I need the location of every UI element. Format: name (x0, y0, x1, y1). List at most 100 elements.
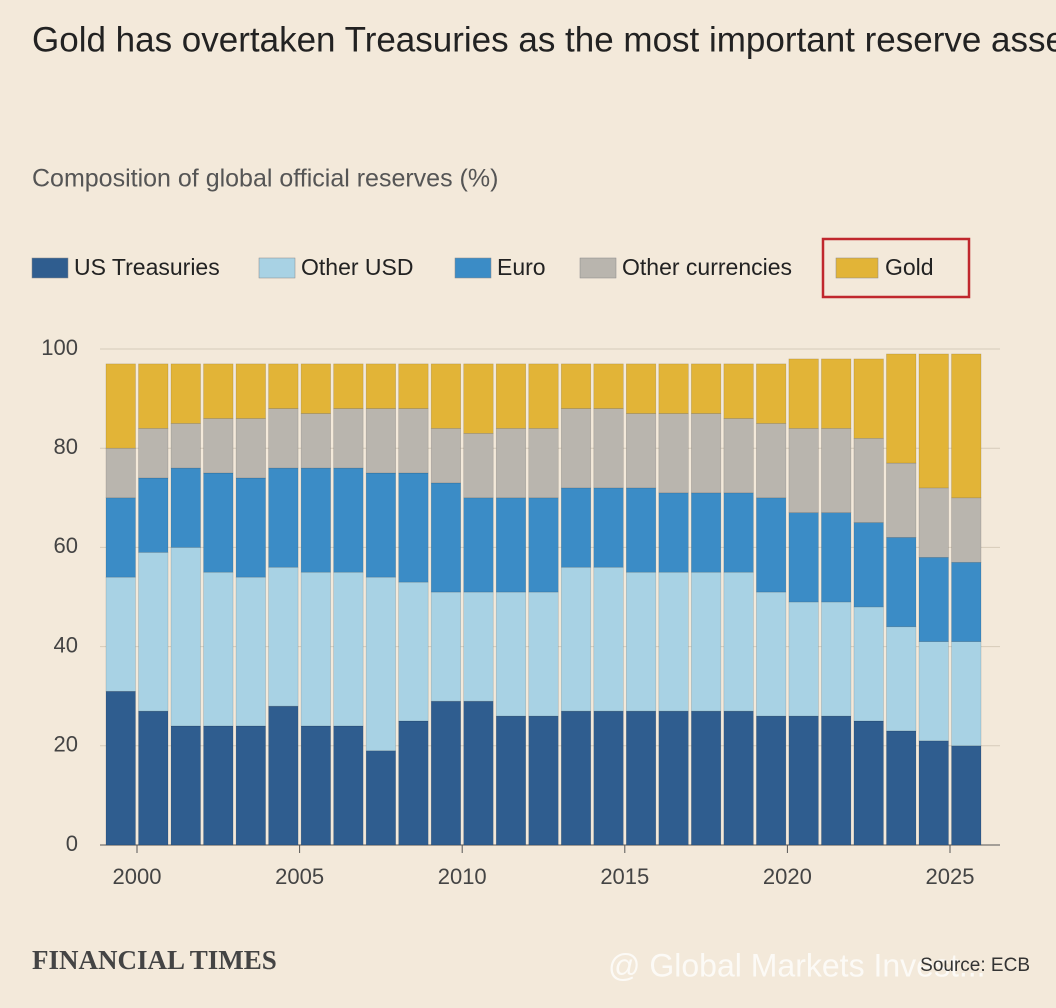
bar-segment (268, 363, 299, 409)
bar-segment (756, 363, 787, 424)
bar-segment (333, 571, 364, 727)
legend-label: Gold (885, 254, 934, 280)
bar-segment (138, 552, 169, 712)
bar-segment (723, 710, 754, 846)
bar-segment (463, 433, 494, 499)
bar-segment (593, 363, 624, 409)
bar-segment (788, 715, 819, 846)
bar-segment (593, 710, 624, 846)
bar-segment (495, 497, 527, 593)
bar-segment (593, 566, 624, 712)
x-tick-label: 2025 (926, 864, 975, 889)
bar-segment (951, 353, 982, 499)
bar-segment (138, 363, 169, 429)
bar-segment (788, 428, 819, 513)
bar-segment (430, 591, 461, 702)
x-tick-label: 2005 (275, 864, 324, 889)
bar-segment (138, 710, 169, 846)
bar-segment (821, 428, 852, 513)
bar-segment (625, 363, 657, 414)
bar-segment (463, 700, 494, 846)
legend-label: Other USD (301, 254, 413, 280)
plot-area: 0 20 40 60 80 100 2000 2005 2010 2015 2020 2025 (41, 335, 1000, 889)
bar-segment (495, 715, 527, 846)
bar-segment (886, 537, 917, 628)
bar-segment (658, 571, 689, 712)
legend-swatch (454, 257, 492, 279)
bar-segment (625, 710, 657, 846)
bar-segment (365, 363, 396, 409)
legend-swatch (258, 257, 296, 279)
bar-segment (723, 571, 754, 712)
bar-segment (268, 705, 299, 846)
bar-segment (756, 591, 787, 717)
bar-segment (951, 641, 982, 747)
bar-segment (951, 561, 982, 642)
bar-segment (528, 428, 559, 499)
bar-segment (268, 408, 299, 469)
bar-segment (625, 487, 657, 573)
bar-segment (560, 363, 592, 409)
y-tick-label: 0 (66, 831, 78, 856)
bar-segment (691, 571, 722, 712)
bar-segment (593, 487, 624, 568)
bar-segment (691, 710, 722, 846)
bar-segment (691, 413, 722, 494)
bar-segment (528, 497, 559, 593)
bar-segment (821, 512, 852, 603)
bar-segment (235, 725, 266, 846)
bar-segment (105, 447, 136, 499)
bar-segment (853, 437, 884, 523)
bar-segment (723, 418, 754, 494)
bar-segment (886, 730, 917, 846)
y-tick-label: 80 (54, 434, 78, 459)
legend-swatch (31, 257, 69, 279)
bar-segment (723, 492, 754, 573)
y-tick-label: 20 (54, 732, 78, 757)
bar-segment (398, 363, 429, 409)
x-tick-label: 2000 (113, 864, 162, 889)
bar-segment (235, 418, 266, 479)
bar-segment (886, 353, 917, 464)
x-tick-label: 2020 (763, 864, 812, 889)
bar-segment (853, 720, 884, 846)
bar-segment (918, 641, 949, 742)
bar-segment (788, 512, 819, 603)
legend: US Treasuries Other USD Euro Other currenci… (31, 254, 934, 280)
legend-label: Other currencies (622, 254, 792, 280)
bar-segment (560, 487, 592, 568)
bar-segment (105, 363, 136, 449)
bar-segment (560, 710, 592, 846)
legend-label: US Treasuries (74, 254, 220, 280)
bar-segment (398, 408, 429, 474)
bar-segment (365, 408, 396, 474)
bar-segment (658, 413, 689, 494)
bar-segment (430, 363, 461, 429)
bar-segment (918, 740, 949, 846)
bar-segment (235, 576, 266, 727)
bar-segment (300, 467, 331, 573)
bar-segment (300, 363, 331, 414)
watermark: @ Global Markets Invest... (608, 947, 986, 983)
bar-segment (691, 492, 722, 573)
bar-segment (756, 715, 787, 846)
bar-segment (625, 571, 657, 712)
y-tick-label: 40 (54, 632, 78, 657)
bar-segment (951, 745, 982, 846)
bar-segment (203, 418, 234, 474)
bar-segment (170, 363, 201, 424)
bar-segment (203, 571, 234, 727)
bar-segment (495, 363, 527, 429)
bar-segment (886, 462, 917, 538)
bar-segment (430, 700, 461, 846)
legend-swatch (579, 257, 617, 279)
bar-segment (625, 413, 657, 489)
bar-segment (853, 522, 884, 608)
bar-segment (333, 408, 364, 469)
bar-segment (495, 591, 527, 717)
bar-segment (528, 591, 559, 717)
x-tick-label: 2010 (438, 864, 487, 889)
bar-segment (105, 576, 136, 692)
bar-segment (658, 492, 689, 573)
bar-segment (788, 601, 819, 717)
